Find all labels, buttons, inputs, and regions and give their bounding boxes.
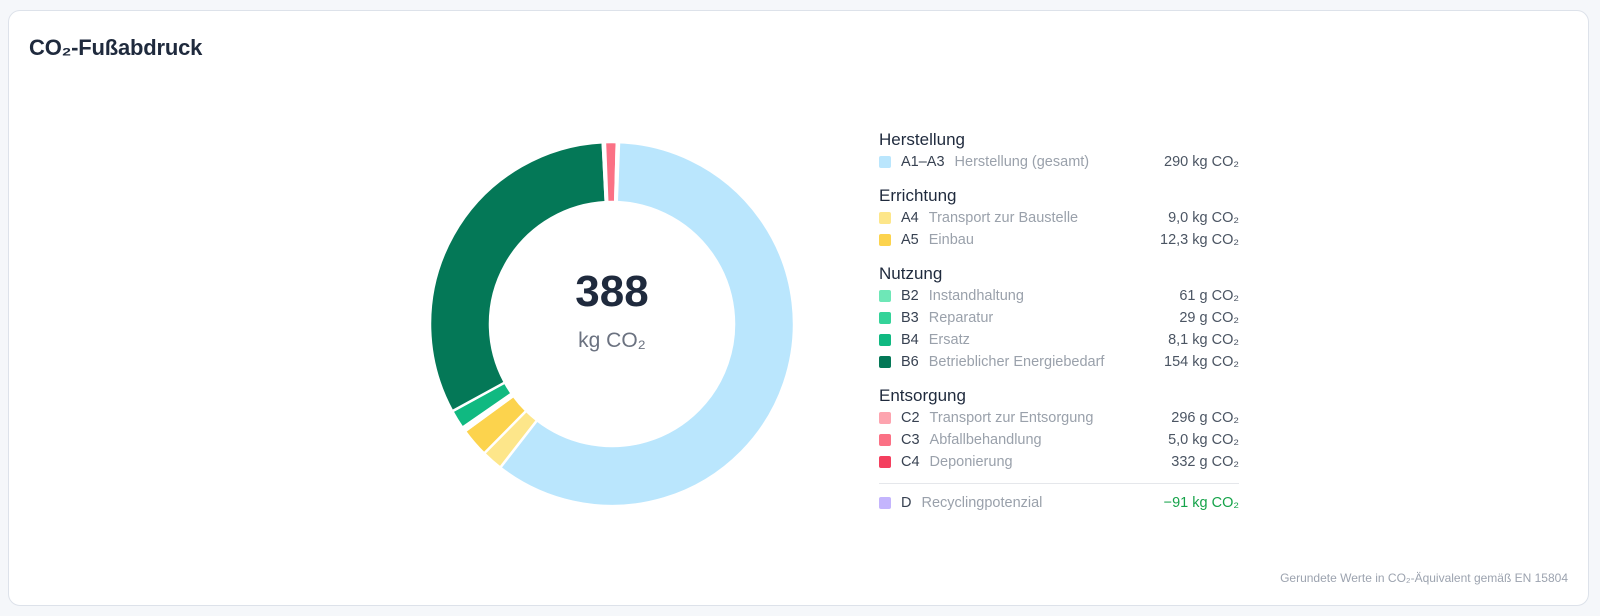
legend-item-recycling: D Recyclingpotenzial −91 kg CO₂ — [879, 492, 1239, 514]
legend-item-a1–a3: A1–A3 Herstellung (gesamt) 290 kg CO₂ — [879, 151, 1239, 173]
legend-swatch — [879, 234, 891, 246]
legend-value: 332 g CO₂ — [1171, 454, 1239, 470]
legend-value: 154 kg CO₂ — [1164, 354, 1239, 370]
legend-group-entsorgung: Entsorgung C2 Transport zur Entsorgung 296 … — [879, 385, 1239, 473]
legend-code: C2 — [901, 410, 920, 426]
legend-group-nutzung: Nutzung B2 Instandhaltung 61 g CO₂ B3 Reparat… — [879, 263, 1239, 373]
legend-value: 61 g CO₂ — [1179, 288, 1239, 304]
donut-segment-a1–a3[interactable] — [498, 140, 796, 508]
legend-swatch — [879, 156, 891, 168]
legend-label: Recyclingpotenzial — [921, 495, 1043, 511]
legend: Herstellung A1–A3 Herstellung (gesamt) 290 … — [879, 129, 1239, 514]
legend-item-c3: C3 Abfallbehandlung 5,0 kg CO₂ — [879, 429, 1239, 451]
legend-group-errichtung: Errichtung A4 Transport zur Baustelle 9,0 k… — [879, 185, 1239, 251]
legend-swatch — [879, 312, 891, 324]
legend-code: D — [901, 495, 912, 511]
legend-code: A1–A3 — [901, 154, 945, 170]
card-title: CO₂-Fußabdruck — [29, 35, 203, 60]
legend-swatch — [879, 334, 891, 346]
legend-label: Transport zur Baustelle — [928, 210, 1079, 226]
legend-code: A4 — [901, 210, 919, 226]
legend-value: −91 kg CO₂ — [1163, 495, 1239, 511]
legend-value: 290 kg CO₂ — [1164, 154, 1239, 170]
legend-value: 296 g CO₂ — [1171, 410, 1239, 426]
legend-swatch — [879, 497, 891, 509]
legend-value: 12,3 kg CO₂ — [1160, 232, 1239, 248]
legend-value: 8,1 kg CO₂ — [1168, 332, 1239, 348]
legend-code: B2 — [901, 288, 919, 304]
legend-group-title: Herstellung — [879, 130, 965, 149]
legend-swatch — [879, 456, 891, 468]
legend-item-a4: A4 Transport zur Baustelle 9,0 kg CO₂ — [879, 207, 1239, 229]
legend-group-title: Errichtung — [879, 186, 957, 205]
legend-group-herstellung: Herstellung A1–A3 Herstellung (gesamt) 290 … — [879, 129, 1239, 173]
donut-svg — [428, 140, 796, 508]
legend-item-b3: B3 Reparatur 29 g CO₂ — [879, 307, 1239, 329]
donut-segment-c4[interactable] — [613, 140, 621, 204]
legend-label: Abfallbehandlung — [929, 432, 1042, 448]
legend-group-title: Nutzung — [879, 264, 943, 283]
legend-value: 29 g CO₂ — [1179, 310, 1239, 326]
legend-label: Transport zur Entsorgung — [929, 410, 1094, 426]
legend-value: 5,0 kg CO₂ — [1168, 432, 1239, 448]
legend-label: Reparatur — [928, 310, 994, 326]
legend-item-b2: B2 Instandhaltung 61 g CO₂ — [879, 285, 1239, 307]
legend-swatch — [879, 412, 891, 424]
legend-item-b4: B4 Ersatz 8,1 kg CO₂ — [879, 329, 1239, 351]
legend-code: C4 — [901, 454, 920, 470]
legend-code: B6 — [901, 354, 919, 370]
legend-item-c2: C2 Transport zur Entsorgung 296 g CO₂ — [879, 407, 1239, 429]
legend-divider — [879, 483, 1239, 484]
legend-code: C3 — [901, 432, 920, 448]
legend-label: Deponierung — [929, 454, 1013, 470]
legend-code: B3 — [901, 310, 919, 326]
legend-code: B4 — [901, 332, 919, 348]
legend-swatch — [879, 212, 891, 224]
legend-label: Einbau — [928, 232, 974, 248]
legend-label: Betrieblicher Energiebedarf — [928, 354, 1105, 370]
legend-item-a5: A5 Einbau 12,3 kg CO₂ — [879, 229, 1239, 251]
legend-group-title: Entsorgung — [879, 386, 966, 405]
legend-swatch — [879, 434, 891, 446]
legend-swatch — [879, 356, 891, 368]
donut-chart: 388 kg CO₂ — [419, 131, 805, 517]
legend-code: A5 — [901, 232, 919, 248]
legend-label: Ersatz — [928, 332, 970, 348]
total-unit: kg CO₂ — [578, 329, 646, 352]
legend-item-b6: B6 Betrieblicher Energiebedarf 154 kg CO₂ — [879, 351, 1239, 373]
legend-label: Herstellung (gesamt) — [954, 154, 1090, 170]
legend-swatch — [879, 290, 891, 302]
legend-value: 9,0 kg CO₂ — [1168, 210, 1239, 226]
donut-segment-b6[interactable] — [428, 140, 608, 413]
footnote: Gerundete Werte in CO₂-Äquivalent gemäß … — [1280, 571, 1568, 585]
total-value: 388 — [575, 267, 649, 316]
co2-footprint-card: CO₂-Fußabdruck 388 kg CO₂ Herstellung A1–… — [8, 10, 1589, 606]
legend-item-c4: C4 Deponierung 332 g CO₂ — [879, 451, 1239, 473]
legend-label: Instandhaltung — [928, 288, 1024, 304]
